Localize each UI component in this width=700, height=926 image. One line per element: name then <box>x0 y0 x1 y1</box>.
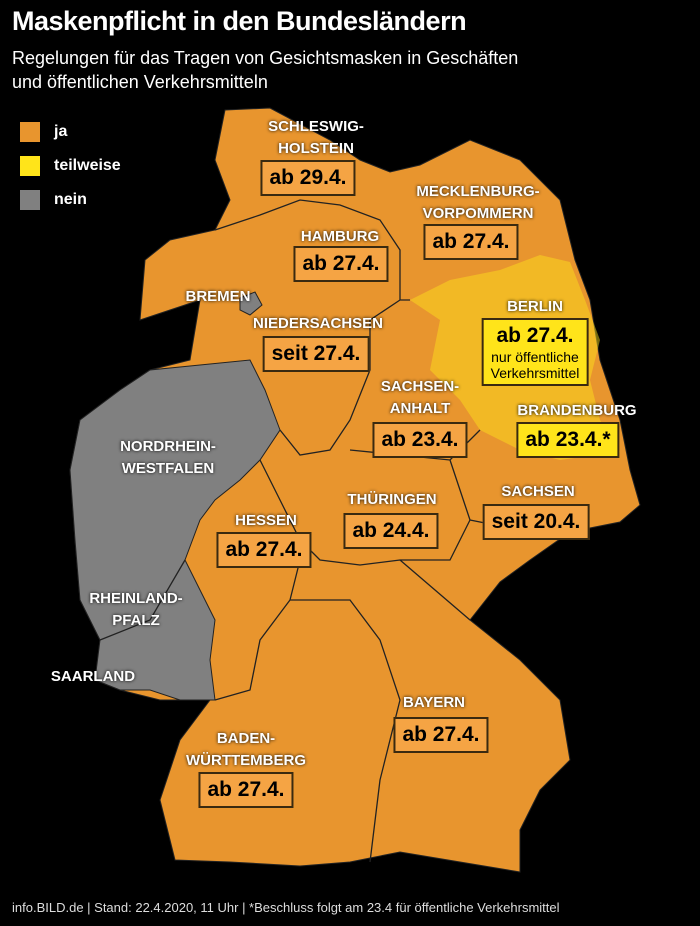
state-name-line: NORDRHEIN- <box>120 438 216 455</box>
legend-label: teilweise <box>54 157 121 174</box>
state-name: BADEN- WÜRTTEMBERG <box>186 728 306 772</box>
state-name-line: THÜRINGEN <box>347 491 437 508</box>
state-name: SCHLESWIG- HOLSTEIN <box>268 116 364 160</box>
rule-text: ab 27.4. <box>207 778 285 801</box>
rule-text: ab 27.4. <box>432 230 510 253</box>
rule-box: seit 20.4. <box>482 504 590 540</box>
footer: info.BILD.de | Stand: 22.4.2020, 11 Uhr … <box>12 900 560 915</box>
state-name-line: HESSEN <box>235 512 297 529</box>
state-name-line: HOLSTEIN <box>278 140 354 157</box>
state-name-line: SAARLAND <box>50 668 136 685</box>
legend-label: ja <box>54 123 68 140</box>
rule-box: ab 27.4. <box>393 717 489 753</box>
rule-box: ab 27.4. <box>293 246 389 282</box>
state-name: THÜRINGEN <box>347 489 436 511</box>
state-name: RHEINLAND- PFALZ <box>89 588 182 632</box>
rule-text: ab 27.4. <box>302 252 380 275</box>
state-name-line: VORPOMMERN <box>422 205 534 222</box>
legend-label: nein <box>54 191 87 208</box>
rule-box: ab 29.4. <box>260 160 356 196</box>
state-name-line: SACHSEN <box>501 483 575 500</box>
rule-box: ab 27.4. <box>216 532 312 568</box>
state-name-line: WÜRTTEMBERG <box>186 752 306 769</box>
state-name-line: NIEDERSACHSEN <box>252 315 384 332</box>
subtitle: und öffentlichen Verkehrsmitteln <box>12 72 268 92</box>
rule-note: Verkehrsmittel <box>490 365 580 381</box>
state-name-line: BREMEN <box>185 288 251 305</box>
rule-text: seit 27.4. <box>271 342 361 365</box>
rule-box: ab 27.4. nur öffentliche Verkehrsmittel <box>481 318 589 386</box>
rule-box: ab 23.4. <box>372 422 468 458</box>
state-name-line: WESTFALEN <box>121 460 215 477</box>
state-name-line: BADEN- <box>216 730 276 747</box>
state-name-line: MECKLENBURG- <box>416 183 540 200</box>
title: Maskenpflicht in den Bundesländern <box>12 6 467 36</box>
rule-text: ab 27.4. <box>225 538 303 561</box>
legend-swatch <box>20 156 40 176</box>
rule-box: ab 27.4. <box>198 772 294 808</box>
state-name: HESSEN <box>235 510 297 532</box>
rule-note: nur öffentliche <box>491 349 579 365</box>
state-name-line: SCHLESWIG- <box>268 118 364 135</box>
state-name: SAARLAND <box>51 666 135 688</box>
legend-swatch <box>20 122 40 142</box>
state-name: SACHSEN <box>501 481 574 503</box>
rule-text: ab 27.4. <box>402 723 480 746</box>
subtitle: Regelungen für das Tragen von Gesichtsma… <box>12 48 519 68</box>
rule-text: seit 20.4. <box>491 510 581 533</box>
rule-box: ab 27.4. <box>423 224 519 260</box>
rule-box: ab 24.4. <box>343 513 439 549</box>
state-name-line: ANHALT <box>389 400 451 417</box>
rule-text: ab 27.4. <box>496 324 574 347</box>
rule-text: ab 29.4. <box>269 166 347 189</box>
state-name: BERLIN <box>507 296 563 318</box>
state-name-line: SACHSEN- <box>380 378 460 395</box>
state-name-line: RHEINLAND- <box>89 590 183 607</box>
legend-swatch <box>20 190 40 210</box>
state-name: HAMBURG <box>301 226 379 248</box>
state-name-line: BERLIN <box>507 298 563 315</box>
rule-text: ab 23.4.* <box>525 428 611 451</box>
state-name: BAYERN <box>403 692 465 714</box>
rule-text: ab 24.4. <box>352 519 430 542</box>
state-name: MECKLENBURG- VORPOMMERN <box>416 181 539 225</box>
state-name: NIEDERSACHSEN <box>253 313 383 335</box>
state-name: BRANDENBURG <box>517 400 636 422</box>
rule-box: ab 23.4.* <box>516 422 620 458</box>
rule-box: seit 27.4. <box>262 336 370 372</box>
region-nein <box>239 291 263 316</box>
state-name-line: HAMBURG <box>300 228 380 245</box>
state-name: BREMEN <box>185 286 250 308</box>
state-name: SACHSEN- ANHALT <box>381 376 459 420</box>
state-name-line: BAYERN <box>403 694 465 711</box>
state-name: NORDRHEIN- WESTFALEN <box>120 436 216 480</box>
state-name-line: PFALZ <box>112 612 160 629</box>
rule-text: ab 23.4. <box>381 428 459 451</box>
state-name-line: BRANDENBURG <box>517 402 637 419</box>
